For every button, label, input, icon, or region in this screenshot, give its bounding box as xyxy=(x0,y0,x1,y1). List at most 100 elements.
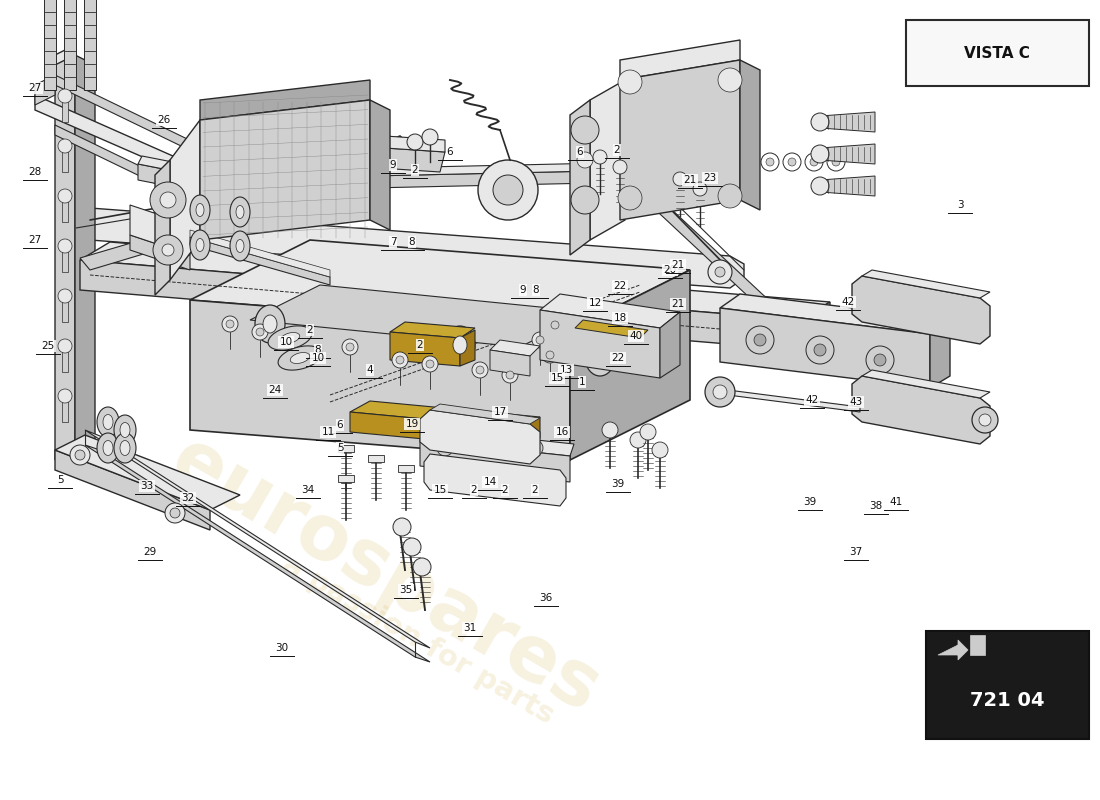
Text: 23: 23 xyxy=(703,173,716,183)
Polygon shape xyxy=(80,170,390,270)
Circle shape xyxy=(715,267,725,277)
Polygon shape xyxy=(620,40,740,80)
Ellipse shape xyxy=(585,338,615,376)
Circle shape xyxy=(506,371,514,379)
Circle shape xyxy=(165,503,185,523)
Circle shape xyxy=(705,377,735,407)
Circle shape xyxy=(403,538,421,556)
Text: 8: 8 xyxy=(315,345,321,355)
Polygon shape xyxy=(62,398,68,422)
Ellipse shape xyxy=(196,238,204,251)
Circle shape xyxy=(437,440,453,456)
Polygon shape xyxy=(390,332,460,366)
Polygon shape xyxy=(398,465,414,472)
Polygon shape xyxy=(85,430,430,648)
Polygon shape xyxy=(55,435,240,510)
Text: 4: 4 xyxy=(366,365,373,375)
Circle shape xyxy=(412,558,431,576)
Text: 1: 1 xyxy=(579,377,585,387)
Polygon shape xyxy=(55,55,75,460)
Circle shape xyxy=(58,389,72,403)
Circle shape xyxy=(578,152,593,168)
Text: 21: 21 xyxy=(683,175,696,185)
Text: 42: 42 xyxy=(805,395,818,405)
Polygon shape xyxy=(820,176,874,196)
Polygon shape xyxy=(820,112,874,132)
Polygon shape xyxy=(570,270,690,460)
Polygon shape xyxy=(338,445,354,452)
Circle shape xyxy=(256,328,264,336)
Ellipse shape xyxy=(593,348,607,366)
Circle shape xyxy=(393,518,411,536)
Ellipse shape xyxy=(114,433,136,463)
Text: 7: 7 xyxy=(389,237,396,247)
Ellipse shape xyxy=(97,407,119,437)
Circle shape xyxy=(718,68,743,92)
Circle shape xyxy=(422,129,438,145)
Text: 38: 38 xyxy=(869,501,882,511)
Polygon shape xyxy=(155,160,170,295)
Polygon shape xyxy=(800,302,830,350)
Text: 6: 6 xyxy=(337,420,343,430)
Polygon shape xyxy=(55,45,75,80)
Text: 2: 2 xyxy=(417,340,424,350)
Polygon shape xyxy=(370,170,640,188)
Circle shape xyxy=(426,360,434,368)
Circle shape xyxy=(75,450,85,460)
Text: a passion for parts: a passion for parts xyxy=(277,550,559,730)
Polygon shape xyxy=(720,389,860,412)
Polygon shape xyxy=(420,440,570,482)
Circle shape xyxy=(162,244,174,256)
Text: 12: 12 xyxy=(588,298,602,308)
Polygon shape xyxy=(190,230,330,277)
FancyBboxPatch shape xyxy=(926,631,1089,739)
Circle shape xyxy=(160,192,176,208)
Polygon shape xyxy=(430,404,540,424)
Text: 11: 11 xyxy=(321,427,334,437)
Text: 14: 14 xyxy=(483,477,496,487)
Text: 721 04: 721 04 xyxy=(970,690,1044,710)
Polygon shape xyxy=(570,100,590,255)
Text: 21: 21 xyxy=(671,260,684,270)
Text: 35: 35 xyxy=(399,585,412,595)
Circle shape xyxy=(392,352,408,368)
Polygon shape xyxy=(62,348,68,372)
Text: 17: 17 xyxy=(494,407,507,417)
Polygon shape xyxy=(200,100,370,240)
Text: eurospares: eurospares xyxy=(157,423,613,729)
Circle shape xyxy=(170,508,180,518)
Circle shape xyxy=(656,158,664,166)
Polygon shape xyxy=(520,417,540,448)
Circle shape xyxy=(618,70,642,94)
Circle shape xyxy=(58,339,72,353)
Text: 15: 15 xyxy=(433,485,447,495)
Circle shape xyxy=(746,326,774,354)
Text: 41: 41 xyxy=(890,497,903,507)
Circle shape xyxy=(814,344,826,356)
Polygon shape xyxy=(75,55,95,460)
Polygon shape xyxy=(130,205,190,255)
Circle shape xyxy=(979,414,991,426)
Polygon shape xyxy=(338,475,354,482)
Polygon shape xyxy=(55,450,210,530)
Polygon shape xyxy=(62,298,68,322)
Polygon shape xyxy=(660,312,680,378)
Text: 40: 40 xyxy=(629,331,642,341)
Polygon shape xyxy=(370,162,650,176)
Ellipse shape xyxy=(236,206,244,218)
Polygon shape xyxy=(62,148,68,172)
Circle shape xyxy=(536,336,544,344)
Text: 18: 18 xyxy=(614,313,627,323)
Circle shape xyxy=(722,158,730,166)
Circle shape xyxy=(713,385,727,399)
Text: 2: 2 xyxy=(502,485,508,495)
Circle shape xyxy=(502,367,518,383)
Text: 15: 15 xyxy=(550,373,563,383)
Polygon shape xyxy=(35,75,55,105)
Polygon shape xyxy=(80,242,830,320)
Polygon shape xyxy=(720,294,950,334)
Circle shape xyxy=(811,177,829,195)
Text: VISTA C: VISTA C xyxy=(964,46,1030,61)
Polygon shape xyxy=(55,125,210,210)
Ellipse shape xyxy=(278,346,322,370)
